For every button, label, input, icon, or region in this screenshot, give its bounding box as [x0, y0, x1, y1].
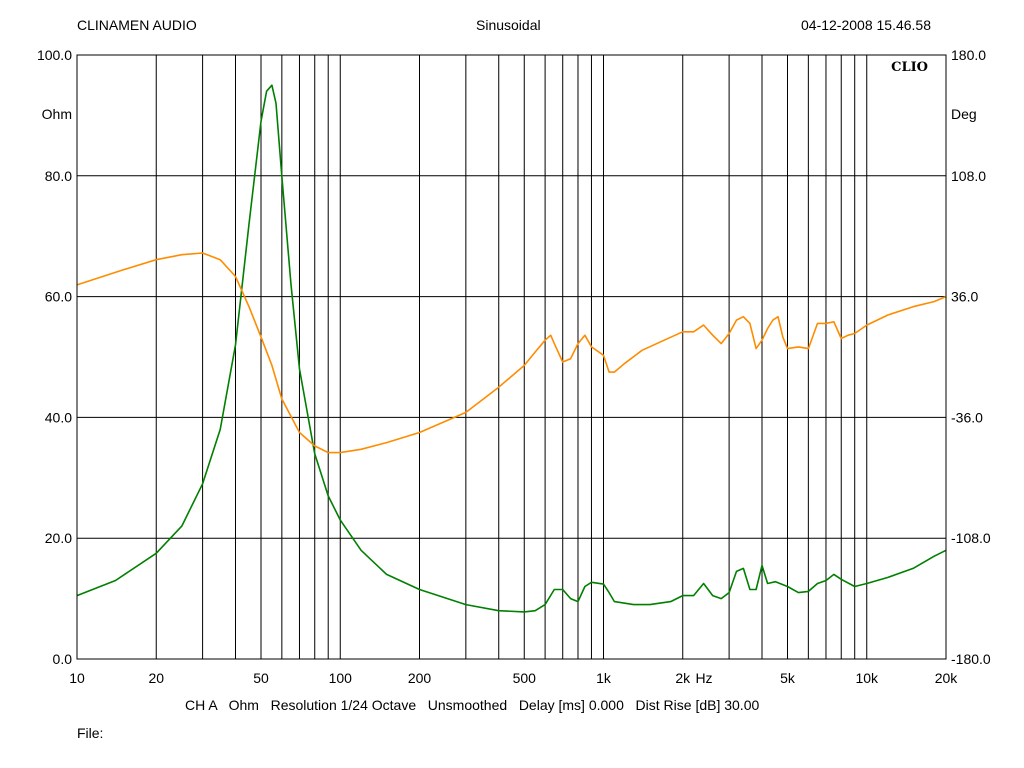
x-tick-label: 50 — [253, 670, 269, 686]
x-tick-label: 200 — [408, 670, 432, 686]
x-tick-label: 500 — [513, 670, 537, 686]
y-tick-label: 60.0 — [45, 289, 72, 305]
chart-series — [76, 84, 947, 613]
impedance-curve — [76, 84, 947, 613]
x-tick-label: 2k — [675, 670, 691, 686]
phase-curve — [76, 252, 947, 454]
y-tick-label: 80.0 — [45, 168, 72, 184]
plot-frame — [76, 54, 947, 660]
y2-axis-label: Deg — [951, 106, 977, 122]
file-label: File: — [77, 725, 104, 741]
measurement-settings-info: CH A Ohm Resolution 1/24 Octave Unsmooth… — [185, 697, 760, 713]
header-left-title: CLINAMEN AUDIO — [77, 17, 197, 33]
x-tick-label: 20k — [935, 670, 959, 686]
y2-tick-label: 108.0 — [951, 168, 986, 184]
chart-tick-labels: 10 20 50 100 200 500 1k 2k 5k 10k 20k 0.0 20.0 40.0 60… — [37, 47, 991, 686]
x-tick-label: 20 — [148, 670, 164, 686]
chart-grid — [77, 55, 946, 659]
y-axis-label: Ohm — [42, 106, 72, 122]
y2-tick-label: -108.0 — [951, 530, 991, 546]
x-tick-label: 10 — [69, 670, 85, 686]
x-axis-label: Hz — [695, 670, 712, 686]
clio-brand-logo: CLIO — [891, 60, 928, 75]
y2-tick-label: -180.0 — [951, 651, 991, 667]
header-measurement-type: Sinusoidal — [476, 17, 541, 33]
x-tick-label: 10k — [855, 670, 879, 686]
x-tick-label: 5k — [780, 670, 796, 686]
y-tick-label: 20.0 — [45, 530, 72, 546]
x-tick-label: 1k — [596, 670, 612, 686]
y2-tick-label: 180.0 — [951, 47, 986, 63]
y-tick-label: 40.0 — [45, 409, 72, 425]
y2-tick-label: -36.0 — [951, 409, 983, 425]
header-timestamp: 04-12-2008 15.46.58 — [801, 17, 931, 33]
y-tick-label: 0.0 — [53, 651, 73, 667]
x-tick-label: 100 — [329, 670, 353, 686]
y2-tick-label: 36.0 — [951, 289, 978, 305]
y-tick-label: 100.0 — [37, 47, 72, 63]
